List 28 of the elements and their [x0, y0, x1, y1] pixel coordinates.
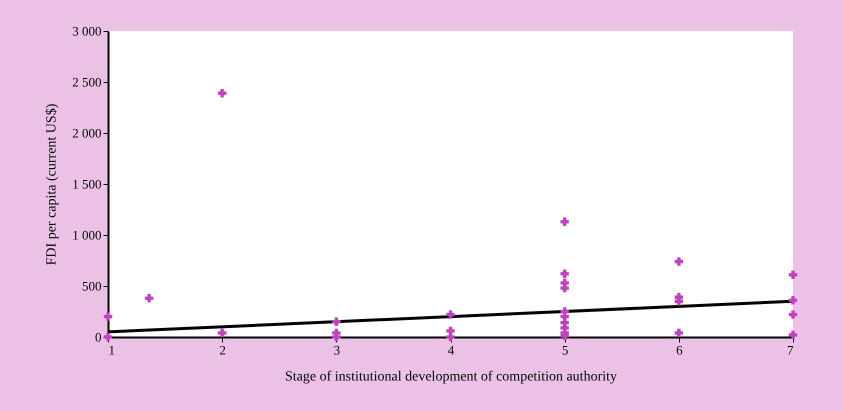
point [218, 328, 226, 338]
x-tick-label: 3 [334, 342, 340, 358]
x-tick-label: 1 [108, 342, 115, 358]
y-tick-label: 1 000 [72, 228, 102, 242]
point [560, 218, 569, 226]
point [218, 89, 226, 98]
x-tick-label: 7 [787, 342, 794, 358]
point [560, 284, 569, 292]
y-axis-title: FDI per capita (current US$) [44, 103, 60, 266]
y-tick-label: 3 000 [72, 24, 102, 38]
point [560, 270, 569, 278]
point [788, 296, 798, 304]
y-tick-label: 0 [95, 330, 102, 344]
point [104, 312, 112, 321]
point [674, 257, 684, 266]
y-tick-label: 2 500 [72, 74, 102, 90]
y-tick-label: 500 [82, 278, 102, 294]
y-tick-label: 2 000 [72, 126, 102, 140]
x-tick-label: 5 [562, 342, 568, 358]
x-axis-title: Stage of institutional development of competition authority [284, 370, 618, 384]
y-tick-label: 1 500 [72, 176, 102, 192]
x-tick-label: 2 [219, 342, 226, 358]
point [144, 294, 154, 302]
point [788, 270, 798, 279]
x-tick-label: 4 [448, 342, 455, 358]
x-tick-label: 6 [676, 342, 684, 358]
point [674, 328, 684, 338]
point [332, 318, 341, 326]
